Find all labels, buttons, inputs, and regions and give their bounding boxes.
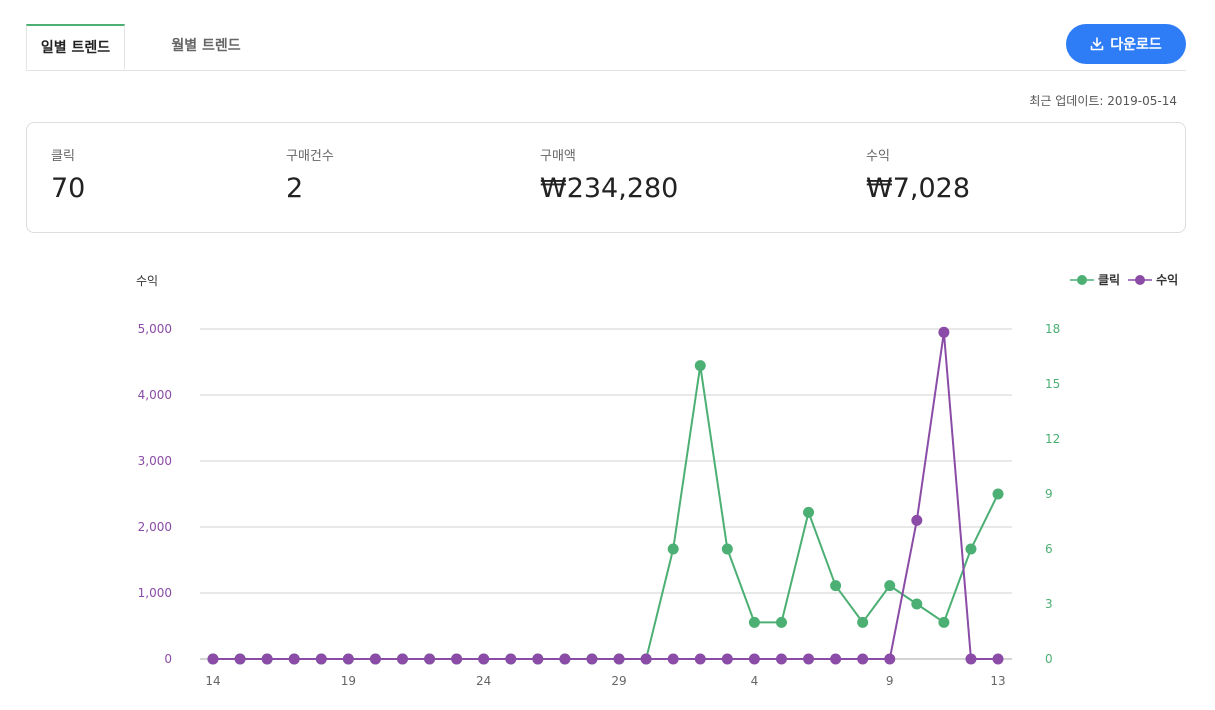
data-point-clicks[interactable]: [992, 488, 1004, 500]
data-point-revenue[interactable]: [748, 653, 760, 665]
stat-value: ₩7,028: [866, 173, 970, 204]
data-point-revenue[interactable]: [424, 653, 436, 665]
data-point-revenue[interactable]: [586, 653, 598, 665]
y-left-tick-label: 3,000: [138, 454, 172, 468]
x-tick-label: 19: [341, 674, 356, 688]
series-line-revenue: [213, 332, 999, 660]
data-point-clicks[interactable]: [667, 543, 679, 555]
download-icon: [1090, 37, 1104, 51]
data-point-clicks[interactable]: [803, 506, 815, 518]
stat-value: 2: [286, 173, 304, 204]
y-right-tick-label: 18: [1045, 322, 1060, 336]
y-right-tick-label: 12: [1045, 432, 1060, 446]
y-left-tick-label: 2,000: [138, 520, 172, 534]
stat-label: 구매건수: [286, 149, 334, 164]
x-tick-label: 9: [886, 674, 894, 688]
data-point-revenue[interactable]: [532, 653, 544, 665]
data-point-revenue[interactable]: [694, 653, 706, 665]
data-point-clicks[interactable]: [965, 543, 977, 555]
data-point-clicks[interactable]: [857, 616, 869, 628]
stat-clicks: 클릭 70: [51, 145, 85, 204]
x-tick-label: 13: [990, 674, 1005, 688]
stat-value: ₩234,280: [540, 173, 679, 204]
data-point-clicks[interactable]: [748, 616, 760, 628]
stat-label: 클릭: [51, 149, 75, 164]
data-point-revenue[interactable]: [775, 653, 787, 665]
stat-purchases: 구매건수 2: [286, 145, 334, 204]
data-point-revenue[interactable]: [830, 653, 842, 665]
tab-daily-trend[interactable]: 일별 트렌드: [26, 24, 125, 70]
x-tick-label: 4: [751, 674, 759, 688]
y-left-tick-label: 5,000: [138, 322, 172, 336]
data-point-revenue[interactable]: [342, 653, 354, 665]
y-left-tick-label: 1,000: [138, 586, 172, 600]
legend-label: 수익: [1156, 273, 1179, 287]
data-point-revenue[interactable]: [640, 653, 652, 665]
y-right-tick-label: 0: [1045, 652, 1053, 666]
download-label: 다운로드: [1110, 37, 1162, 53]
summary-panel: 클릭 70 구매건수 2 구매액 ₩234,280 수익 ₩7,028: [26, 122, 1186, 233]
data-point-revenue[interactable]: [478, 653, 490, 665]
data-point-revenue[interactable]: [992, 653, 1004, 665]
data-point-revenue[interactable]: [315, 653, 327, 665]
data-point-clicks[interactable]: [775, 616, 787, 628]
last-updated: 최근 업데이트: 2019-05-14: [1029, 94, 1177, 108]
data-point-revenue[interactable]: [451, 653, 463, 665]
data-point-revenue[interactable]: [721, 653, 733, 665]
tab-monthly-trend[interactable]: 월별 트렌드: [171, 38, 241, 54]
data-point-revenue[interactable]: [369, 653, 381, 665]
legend-swatch-clicks: [1070, 274, 1094, 285]
data-point-clicks[interactable]: [911, 598, 923, 610]
legend-item-clicks[interactable]: 클릭: [1070, 271, 1120, 288]
x-tick-label: 24: [476, 674, 491, 688]
data-point-revenue[interactable]: [884, 653, 896, 665]
data-point-revenue[interactable]: [505, 653, 517, 665]
download-button[interactable]: 다운로드: [1066, 24, 1186, 64]
data-point-revenue[interactable]: [396, 653, 408, 665]
x-tick-label: 14: [205, 674, 220, 688]
data-point-revenue[interactable]: [965, 653, 977, 665]
stat-purchase-amount: 구매액 ₩234,280: [540, 145, 678, 204]
data-point-revenue[interactable]: [559, 653, 571, 665]
data-point-revenue[interactable]: [938, 326, 950, 338]
y-left-tick-label: 4,000: [138, 388, 172, 402]
x-tick-label: 29: [611, 674, 626, 688]
stat-value: 70: [51, 173, 86, 204]
y-left-tick-label: 0: [164, 652, 172, 666]
y-right-tick-label: 3: [1045, 597, 1053, 611]
legend-swatch-revenue: [1128, 274, 1153, 285]
data-point-revenue[interactable]: [911, 514, 923, 526]
y-axis-left-label: 수익: [136, 274, 158, 288]
stat-revenue: 수익 ₩7,028: [866, 145, 970, 204]
data-point-revenue[interactable]: [234, 653, 246, 665]
data-point-clicks[interactable]: [694, 360, 706, 372]
stat-label: 수익: [866, 149, 890, 164]
y-right-tick-label: 15: [1045, 377, 1060, 391]
series-line-clicks: [213, 365, 999, 660]
legend-item-revenue[interactable]: 수익: [1128, 271, 1178, 288]
stat-label: 구매액: [540, 149, 576, 164]
tab-bar: 일별 트렌드 월별 트렌드: [26, 24, 1186, 71]
data-point-clicks[interactable]: [884, 580, 896, 592]
data-point-clicks[interactable]: [830, 580, 842, 592]
y-right-tick-label: 9: [1045, 487, 1053, 501]
chart-legend: 클릭 수익: [1070, 271, 1186, 288]
data-point-revenue[interactable]: [288, 653, 300, 665]
data-point-clicks[interactable]: [721, 543, 733, 555]
legend-label: 클릭: [1098, 273, 1121, 287]
data-point-revenue[interactable]: [803, 653, 815, 665]
data-point-revenue[interactable]: [667, 653, 679, 665]
y-right-tick-label: 6: [1045, 542, 1053, 556]
data-point-revenue[interactable]: [261, 653, 273, 665]
data-point-clicks[interactable]: [938, 616, 950, 628]
data-point-revenue[interactable]: [207, 653, 219, 665]
data-point-revenue[interactable]: [857, 653, 869, 665]
data-point-revenue[interactable]: [613, 653, 625, 665]
